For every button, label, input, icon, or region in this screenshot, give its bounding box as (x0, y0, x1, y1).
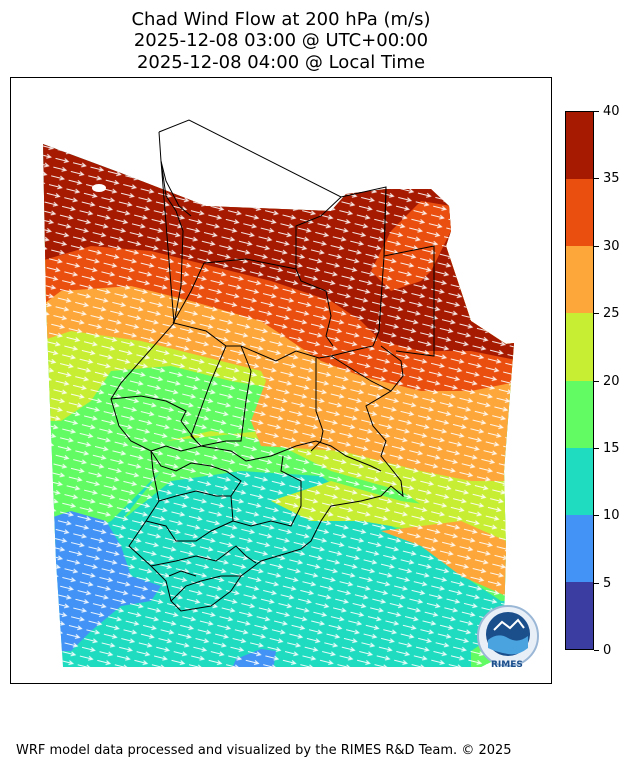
colorbar-tick-label: 40 (603, 104, 620, 119)
colorbar-tick-label: 35 (603, 171, 620, 186)
colorbar (565, 111, 594, 650)
colorbar-tick-mark (594, 246, 599, 247)
colorbar-tick-mark (594, 650, 599, 651)
colorbar-band-10-15 (566, 447, 593, 515)
colorbar-band-0-5 (566, 581, 593, 649)
colorbar-tick-label: 5 (603, 576, 612, 591)
footer-credit: WRF model data processed and visualized … (16, 743, 512, 758)
colorbar-band-25-30 (566, 246, 593, 314)
colorbar-tick-mark (594, 178, 599, 179)
rimes-logo (477, 605, 539, 667)
colorbar-tick-mark (594, 583, 599, 584)
colorbar-band-30-35 (566, 179, 593, 247)
wind-vector-arrows (43, 144, 514, 667)
colorbar-band-5-10 (566, 514, 593, 582)
colorbar-tick-mark (594, 381, 599, 382)
local-time: 2025-12-08 04:00 @ Local Time (136, 52, 426, 73)
colorbar-tick-mark (594, 111, 599, 112)
colorbar-tick-label: 0 (603, 643, 612, 658)
colorbar-tick-label: 30 (603, 239, 620, 254)
colorbar-tick-label: 25 (603, 306, 620, 321)
map-panel (10, 77, 552, 684)
colorbar-tick-label: 10 (603, 508, 620, 523)
colorbar-tick-mark (594, 448, 599, 449)
colorbar-tick-mark (594, 515, 599, 516)
colorbar-band-20-25 (566, 313, 593, 381)
utc-time: 2025-12-08 03:00 @ UTC+00:00 (133, 30, 429, 51)
rimes-logo-text: RIMES (491, 660, 523, 670)
colorbar-tick-label: 20 (603, 374, 620, 389)
colorbar-band-35-40 (566, 112, 593, 180)
colorbar-tick-mark (594, 313, 599, 314)
chart-title: Chad Wind Flow at 200 hPa (m/s) (131, 9, 431, 30)
wind-speed-field (43, 144, 514, 667)
wind-map (43, 119, 514, 667)
colorbar-band-15-20 (566, 380, 593, 448)
admin-boundaries (110, 119, 435, 612)
colorbar-tick-label: 15 (603, 441, 620, 456)
